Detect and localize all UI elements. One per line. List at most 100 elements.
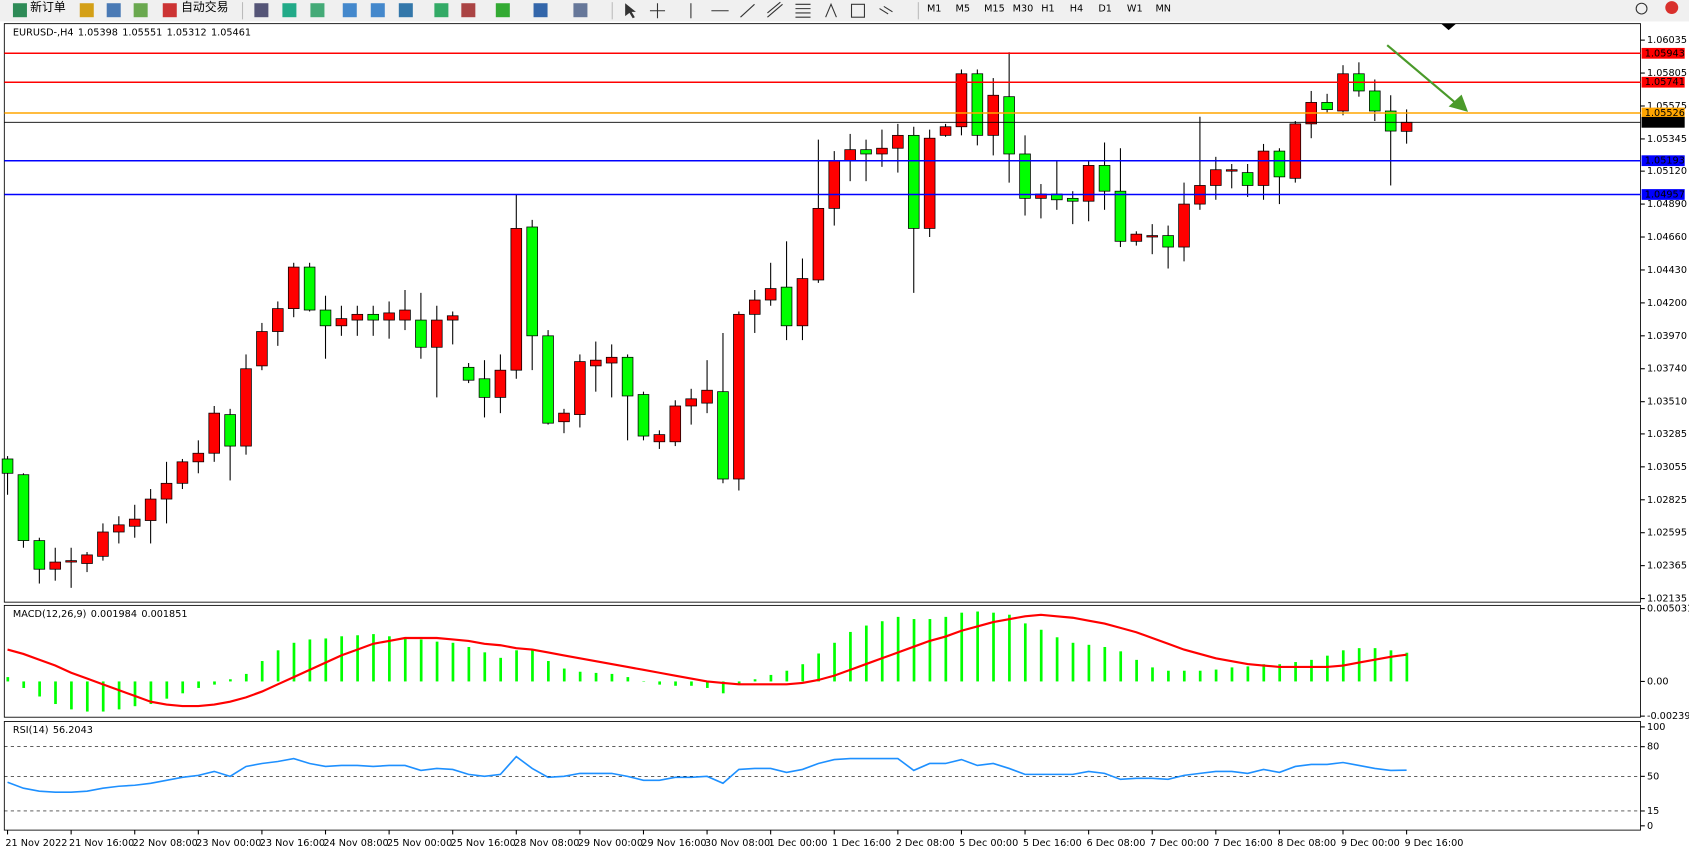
trendline-tool[interactable]	[740, 3, 755, 18]
macd-bar	[1167, 670, 1170, 682]
macd-bar	[960, 612, 964, 682]
toolbar-icon[interactable]	[79, 3, 94, 18]
text-tool[interactable]	[825, 2, 837, 18]
macd-bar	[1008, 614, 1011, 682]
timeframe-button[interactable]: W1	[1127, 4, 1143, 15]
candle-body	[749, 299, 761, 315]
candle-body	[65, 560, 77, 563]
chart-line-button[interactable]	[310, 3, 325, 18]
cursor-tool[interactable]	[625, 3, 636, 19]
macd-bar	[578, 671, 582, 682]
channel-tool[interactable]	[767, 1, 783, 18]
timeframe-button[interactable]: M15	[984, 4, 1005, 15]
new-order-button[interactable]: 新订单	[30, 0, 66, 14]
timeframe-button[interactable]: M5	[956, 4, 971, 15]
toolbar-icon[interactable]	[106, 3, 121, 18]
y-tick-label: 15	[1647, 806, 1659, 817]
timeframe-button[interactable]: M1	[927, 4, 942, 15]
x-tick-label: 28 Nov 08:00	[514, 838, 579, 849]
macd-bar	[610, 673, 614, 682]
macd-bar	[85, 681, 89, 712]
zoom-in-button[interactable]	[342, 3, 357, 18]
header-close: 1.05461	[211, 27, 251, 38]
notification-badge[interactable]	[1665, 1, 1679, 14]
candle-body	[574, 361, 586, 415]
timeframe-button[interactable]: MN	[1155, 4, 1171, 15]
pane-header: RSI(14) 56.2043	[13, 725, 93, 736]
indicator-title: RSI(14)	[13, 725, 49, 736]
macd-bar	[1326, 655, 1329, 682]
candle-body	[1369, 90, 1381, 112]
chart-panes: 1.06035 1.05805 1.05575 1.05345 1.05120 1.048…	[1, 23, 1689, 832]
x-tick-label: 8 Dec 08:00	[1277, 838, 1336, 849]
label-tool[interactable]	[850, 3, 865, 18]
y-tick-label: 100	[1647, 722, 1665, 733]
candle-body	[1114, 190, 1127, 242]
y-tick-label: 1.03970	[1647, 331, 1687, 342]
timeframe-button[interactable]: M30	[1013, 4, 1034, 15]
arrows-tool[interactable]	[879, 5, 893, 15]
macd-bar	[229, 679, 232, 682]
new-order-icon[interactable]	[12, 3, 27, 18]
y-tick-label: -0.002397	[1647, 711, 1689, 722]
y-tick-label: 1.06035	[1647, 35, 1687, 46]
candle-body	[844, 149, 856, 162]
candle-body	[701, 389, 713, 404]
price-level-label: 1.05193	[1645, 156, 1685, 167]
macd-bar	[1278, 664, 1282, 682]
macd-bar	[1246, 666, 1250, 682]
templates-button[interactable]	[573, 3, 588, 18]
price-level-label: 1.05741	[1645, 77, 1685, 88]
toolbar: 新订单 自动交易 M1 M5 M15 M30 H1 H4 D1 W1 MN	[0, 0, 1689, 22]
y-tick-label: 1.02135	[1647, 594, 1687, 605]
macd-bar	[213, 681, 216, 685]
candle-body	[780, 286, 793, 327]
x-tick-label: 25 Nov 16:00	[451, 838, 516, 849]
macd-bar	[6, 677, 10, 682]
x-tick-label: 29 Nov 16:00	[641, 838, 706, 849]
periods-button[interactable]	[533, 3, 548, 18]
macd-bar	[1055, 637, 1059, 682]
auto-trading-icon[interactable]	[162, 3, 177, 18]
candle-body	[796, 278, 809, 327]
candle-body	[1241, 172, 1254, 186]
signal-line	[7, 613, 1407, 708]
price-level-label: 1.05461	[1645, 117, 1685, 128]
chart-bar-button[interactable]	[254, 3, 269, 18]
scroll-button[interactable]	[434, 3, 449, 18]
macd-bar	[1262, 664, 1266, 682]
rsi-line	[7, 755, 1407, 793]
macd-bar	[1135, 659, 1138, 682]
timeframe-button[interactable]: H1	[1041, 4, 1054, 15]
crosshair-tool[interactable]	[649, 3, 666, 19]
candle-body	[1337, 73, 1349, 112]
timeframe-button[interactable]: H4	[1070, 4, 1083, 15]
toolbar-icon[interactable]	[133, 3, 148, 18]
indicators-button[interactable]	[495, 3, 510, 18]
candle-body	[828, 160, 841, 209]
candle-body	[1178, 203, 1190, 248]
macd-bar	[1151, 667, 1154, 682]
macd-bar	[292, 642, 296, 682]
header-macd: 0.001984	[91, 609, 137, 620]
shift-button[interactable]	[461, 3, 476, 18]
macd-bar	[1405, 652, 1409, 682]
macd-bar	[117, 681, 121, 710]
chart-candle-button[interactable]	[282, 3, 297, 18]
tile-button[interactable]	[398, 3, 413, 18]
search-button[interactable]	[1635, 2, 1648, 15]
candle-body	[399, 309, 411, 321]
timeframe-button[interactable]: D1	[1098, 4, 1112, 15]
candle-body	[1225, 169, 1238, 172]
candle-body	[494, 369, 507, 398]
fibo-tool[interactable]	[795, 3, 811, 18]
candle-body	[1400, 121, 1413, 132]
auto-trading-button[interactable]: 自动交易	[181, 0, 228, 14]
candle-body	[415, 319, 427, 348]
candle-body	[431, 319, 443, 348]
zoom-out-button[interactable]	[370, 3, 385, 18]
macd-bar	[785, 670, 789, 682]
macd-bar	[849, 631, 852, 682]
y-tick-label: 1.04890	[1647, 199, 1687, 210]
candle-body	[1384, 110, 1397, 132]
